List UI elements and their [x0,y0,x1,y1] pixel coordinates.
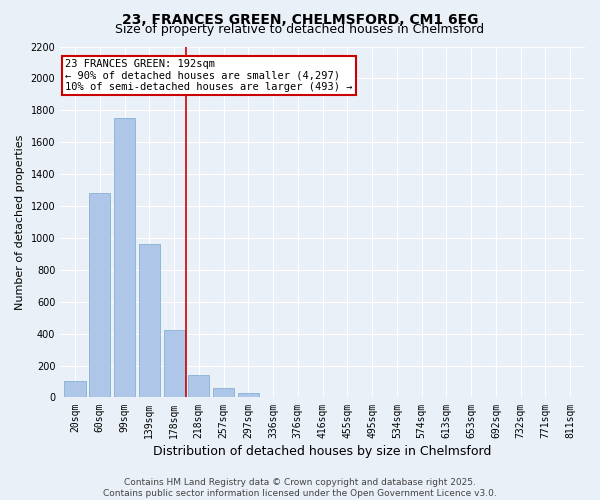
Bar [89,194,110,398]
Text: 23, FRANCES GREEN, CHELMSFORD, CM1 6EG: 23, FRANCES GREEN, CHELMSFORD, CM1 6EG [122,12,478,26]
Text: Contains HM Land Registry data © Crown copyright and database right 2025.
Contai: Contains HM Land Registry data © Crown c… [103,478,497,498]
Bar [64,382,86,398]
Bar [139,244,160,398]
Bar [213,388,234,398]
Y-axis label: Number of detached properties: Number of detached properties [15,134,25,310]
Bar [114,118,135,398]
Text: Size of property relative to detached houses in Chelmsford: Size of property relative to detached ho… [115,22,485,36]
Bar [188,375,209,398]
X-axis label: Distribution of detached houses by size in Chelmsford: Distribution of detached houses by size … [154,444,492,458]
Bar [164,330,185,398]
Bar [263,396,284,398]
Text: 23 FRANCES GREEN: 192sqm
← 90% of detached houses are smaller (4,297)
10% of sem: 23 FRANCES GREEN: 192sqm ← 90% of detach… [65,59,353,92]
Bar [238,392,259,398]
